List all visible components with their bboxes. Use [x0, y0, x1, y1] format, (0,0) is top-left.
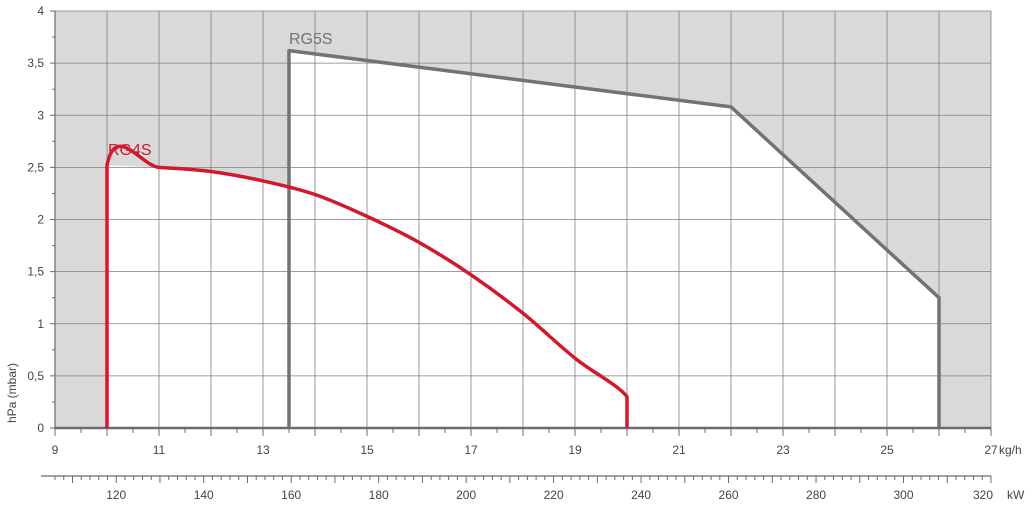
x2-axis-unit: kW — [1007, 488, 1025, 502]
x2-tick-label: 260 — [719, 488, 739, 502]
x2-tick-label: 300 — [894, 488, 914, 502]
x2-tick-label: 160 — [281, 488, 301, 502]
x2-tick-label: 200 — [456, 488, 476, 502]
tick-labels: 0 0,5 1 1,5 2 2,5 3 3,5 4 9 11 13 15 17 19 21 23 25 27 120 1… — [27, 4, 998, 502]
series-line-rg4s — [105, 144, 629, 428]
series-lines — [105, 48, 941, 428]
series-label-rg4s: RG4S — [108, 142, 152, 159]
x-tick-label: 23 — [776, 443, 790, 457]
y-axis-label: hPa (mbar) — [5, 363, 19, 423]
axes — [41, 10, 992, 483]
x2-tick-label: 120 — [106, 488, 126, 502]
y-tick-label: 0 — [37, 421, 44, 435]
x-axis-unit: kg/h — [999, 443, 1022, 457]
series-line-rg5s — [287, 48, 941, 428]
y-tick-label: 1,5 — [27, 265, 44, 279]
x2-tick-label: 280 — [806, 488, 826, 502]
x-tick-label: 17 — [464, 443, 478, 457]
x-tick-label: 19 — [568, 443, 582, 457]
grid — [54, 10, 992, 429]
y-tick-label: 3,5 — [27, 56, 44, 70]
x2-tick-label: 220 — [544, 488, 564, 502]
series-label-rg5s: RG5S — [289, 31, 333, 48]
x-tick-label: 11 — [153, 443, 166, 457]
x2-tick-label: 240 — [631, 488, 651, 502]
x2-tick-label: 180 — [369, 488, 389, 502]
x-tick-label: 25 — [880, 443, 894, 457]
y-tick-label: 4 — [37, 4, 44, 18]
y-tick-label: 0,5 — [27, 369, 44, 383]
x2-tick-label: 140 — [194, 488, 214, 502]
x-tick-label: 9 — [52, 443, 59, 457]
x-tick-label: 21 — [672, 443, 686, 457]
x-tick-label: 13 — [256, 443, 270, 457]
y-tick-label: 2 — [37, 213, 44, 227]
x2-tick-label: 320 — [973, 488, 993, 502]
x-tick-label: 27 — [984, 443, 998, 457]
y-tick-label: 3 — [37, 108, 44, 122]
y-tick-label: 1 — [37, 317, 44, 331]
x-tick-label: 15 — [360, 443, 374, 457]
y-tick-label: 2,5 — [27, 160, 44, 174]
